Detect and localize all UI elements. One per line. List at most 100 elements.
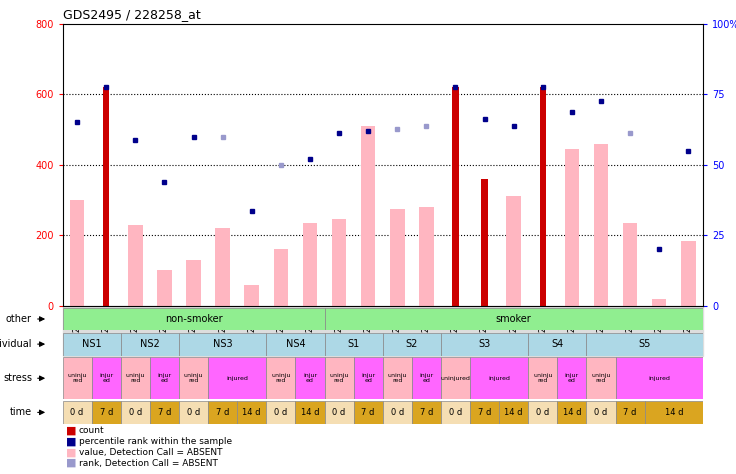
Text: NS4: NS4 bbox=[286, 339, 305, 349]
Bar bbox=[266, 401, 295, 424]
Bar bbox=[244, 284, 259, 306]
Bar bbox=[587, 333, 703, 356]
Text: 7 d: 7 d bbox=[361, 408, 375, 417]
Bar bbox=[325, 357, 353, 399]
Text: non-smoker: non-smoker bbox=[165, 314, 222, 324]
Text: time: time bbox=[10, 407, 32, 418]
Text: S4: S4 bbox=[551, 339, 564, 349]
Bar bbox=[528, 357, 557, 399]
Bar bbox=[266, 333, 325, 356]
Text: individual: individual bbox=[0, 339, 32, 349]
Text: injur
ed: injur ed bbox=[565, 374, 579, 383]
Bar bbox=[383, 357, 412, 399]
Bar bbox=[121, 357, 150, 399]
Text: 7 d: 7 d bbox=[158, 408, 171, 417]
Bar bbox=[361, 126, 375, 306]
Bar bbox=[92, 357, 121, 399]
Bar bbox=[565, 149, 579, 306]
Text: uninju
red: uninju red bbox=[533, 374, 553, 383]
Bar bbox=[128, 225, 143, 306]
Bar bbox=[615, 357, 703, 399]
Text: uninju
red: uninju red bbox=[126, 374, 145, 383]
Text: injur
ed: injur ed bbox=[303, 374, 317, 383]
Text: ■: ■ bbox=[66, 447, 77, 457]
Bar bbox=[506, 196, 521, 306]
Text: 0 d: 0 d bbox=[449, 408, 462, 417]
Bar bbox=[150, 401, 179, 424]
Bar bbox=[332, 219, 347, 306]
Bar bbox=[452, 87, 459, 306]
Bar bbox=[481, 179, 488, 306]
Text: 7 d: 7 d bbox=[420, 408, 433, 417]
Bar bbox=[587, 357, 615, 399]
Bar bbox=[179, 401, 208, 424]
Bar bbox=[528, 401, 557, 424]
Text: GDS2495 / 228258_at: GDS2495 / 228258_at bbox=[63, 8, 200, 21]
Bar bbox=[652, 299, 667, 306]
Text: 14 d: 14 d bbox=[242, 408, 261, 417]
Bar bbox=[63, 401, 92, 424]
Text: uninju
red: uninju red bbox=[388, 374, 407, 383]
Text: 0 d: 0 d bbox=[275, 408, 288, 417]
Bar bbox=[441, 333, 528, 356]
Text: injur
ed: injur ed bbox=[99, 374, 113, 383]
Text: 7 d: 7 d bbox=[216, 408, 230, 417]
Text: 0 d: 0 d bbox=[71, 408, 84, 417]
Text: S3: S3 bbox=[478, 339, 491, 349]
Text: 14 d: 14 d bbox=[301, 408, 319, 417]
Bar bbox=[63, 308, 325, 330]
Text: uninju
red: uninju red bbox=[184, 374, 203, 383]
Text: smoker: smoker bbox=[496, 314, 531, 324]
Bar bbox=[470, 357, 528, 399]
Bar bbox=[302, 223, 317, 306]
Text: 0 d: 0 d bbox=[333, 408, 346, 417]
Text: injur
ed: injur ed bbox=[361, 374, 375, 383]
Text: uninju
red: uninju red bbox=[329, 374, 349, 383]
Text: ■: ■ bbox=[66, 425, 77, 436]
Text: value, Detection Call = ABSENT: value, Detection Call = ABSENT bbox=[79, 448, 222, 456]
Bar bbox=[594, 144, 608, 306]
Bar bbox=[353, 401, 383, 424]
Text: 0 d: 0 d bbox=[129, 408, 142, 417]
Bar bbox=[557, 401, 587, 424]
Text: percentile rank within the sample: percentile rank within the sample bbox=[79, 437, 232, 446]
Bar bbox=[528, 333, 587, 356]
Bar bbox=[295, 401, 325, 424]
Bar bbox=[645, 401, 703, 424]
Text: 7 d: 7 d bbox=[99, 408, 113, 417]
Bar bbox=[208, 357, 266, 399]
Bar bbox=[158, 271, 171, 306]
Text: NS1: NS1 bbox=[82, 339, 102, 349]
Bar bbox=[237, 401, 266, 424]
Text: NS2: NS2 bbox=[140, 339, 160, 349]
Text: 7 d: 7 d bbox=[478, 408, 491, 417]
Text: injured: injured bbox=[488, 376, 510, 381]
Text: injured: injured bbox=[226, 376, 248, 381]
Bar bbox=[325, 401, 353, 424]
Text: rank, Detection Call = ABSENT: rank, Detection Call = ABSENT bbox=[79, 459, 218, 467]
Text: uninju
red: uninju red bbox=[271, 374, 291, 383]
Text: ■: ■ bbox=[66, 436, 77, 447]
Bar bbox=[412, 357, 441, 399]
Bar bbox=[557, 357, 587, 399]
Bar bbox=[216, 228, 230, 306]
Bar bbox=[121, 401, 150, 424]
Bar bbox=[383, 401, 412, 424]
Text: 7 d: 7 d bbox=[623, 408, 637, 417]
Text: 14 d: 14 d bbox=[504, 408, 523, 417]
Bar bbox=[325, 308, 703, 330]
Text: injured: injured bbox=[648, 376, 670, 381]
Bar bbox=[615, 401, 645, 424]
Bar bbox=[121, 333, 179, 356]
Bar bbox=[441, 357, 470, 399]
Bar bbox=[70, 200, 85, 306]
Bar bbox=[470, 401, 499, 424]
Bar bbox=[63, 357, 92, 399]
Bar bbox=[539, 87, 546, 306]
Bar bbox=[295, 357, 325, 399]
Text: 14 d: 14 d bbox=[665, 408, 683, 417]
Text: 0 d: 0 d bbox=[536, 408, 550, 417]
Text: uninju
red: uninju red bbox=[591, 374, 611, 383]
Bar bbox=[208, 401, 237, 424]
Text: injur
ed: injur ed bbox=[158, 374, 171, 383]
